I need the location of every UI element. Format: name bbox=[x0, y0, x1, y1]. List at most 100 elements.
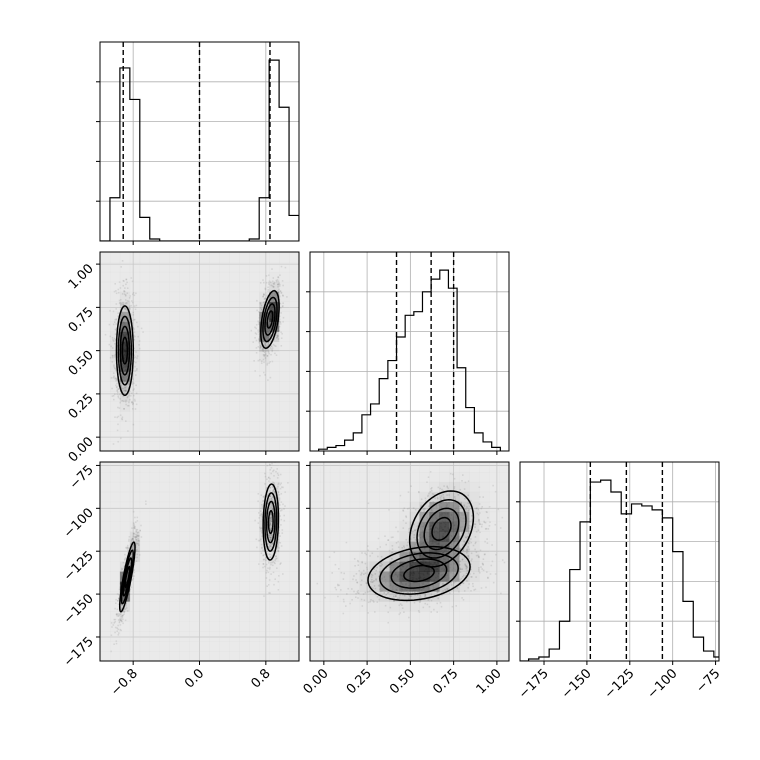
density-block bbox=[229, 471, 240, 483]
density-block bbox=[219, 371, 230, 382]
density-block bbox=[289, 281, 299, 293]
density-block bbox=[149, 601, 160, 612]
density-block bbox=[139, 621, 151, 632]
density-block bbox=[139, 491, 151, 503]
density-block bbox=[149, 431, 160, 442]
density-block bbox=[189, 291, 200, 303]
x-tick-label: −0.8 bbox=[108, 666, 141, 699]
contour-line bbox=[267, 510, 274, 535]
density-block bbox=[100, 321, 111, 332]
density-block bbox=[259, 411, 270, 422]
density-block bbox=[149, 361, 160, 372]
density-block bbox=[139, 311, 151, 322]
density-block bbox=[109, 261, 121, 273]
density-block bbox=[239, 571, 250, 582]
density-block bbox=[219, 521, 230, 532]
density-block bbox=[209, 301, 220, 312]
density-block bbox=[209, 541, 220, 552]
density-block bbox=[139, 341, 151, 352]
density-block bbox=[199, 651, 210, 661]
density-block bbox=[179, 601, 190, 612]
density-block bbox=[119, 271, 131, 283]
density-block bbox=[139, 261, 151, 273]
density-block bbox=[119, 421, 131, 432]
density-block bbox=[229, 511, 240, 522]
density-block bbox=[159, 261, 170, 273]
density-block bbox=[279, 471, 290, 483]
density-block bbox=[199, 381, 210, 392]
density-block bbox=[159, 331, 170, 342]
density-block bbox=[249, 511, 260, 522]
density-block bbox=[269, 611, 280, 622]
density-block bbox=[219, 571, 230, 582]
density-block bbox=[289, 561, 299, 572]
density-block bbox=[289, 351, 299, 362]
density-block bbox=[269, 411, 280, 422]
density-block bbox=[289, 462, 299, 473]
y-tick-label: −150 bbox=[61, 591, 97, 627]
density-block bbox=[100, 651, 111, 661]
density-block bbox=[189, 361, 200, 372]
density-block bbox=[269, 581, 280, 592]
density-block bbox=[269, 651, 280, 661]
density-blocks bbox=[100, 462, 299, 661]
density-block bbox=[209, 411, 220, 422]
density-block bbox=[119, 462, 131, 473]
density-block bbox=[149, 591, 160, 602]
density-block bbox=[259, 571, 270, 582]
density-block bbox=[199, 571, 210, 582]
density-block bbox=[289, 641, 299, 652]
x-tick-label: −125 bbox=[602, 666, 638, 702]
density-block bbox=[289, 551, 299, 562]
density-block bbox=[249, 391, 260, 402]
density-block bbox=[279, 321, 290, 332]
density-block bbox=[159, 471, 170, 483]
density-block bbox=[179, 421, 190, 432]
density-block bbox=[159, 421, 170, 432]
density-block bbox=[289, 252, 299, 263]
density-block bbox=[289, 591, 299, 602]
density-block bbox=[100, 601, 111, 612]
density-block bbox=[109, 401, 121, 412]
density-block bbox=[179, 301, 190, 312]
density-block bbox=[239, 441, 250, 451]
density-block bbox=[179, 371, 190, 382]
density-block bbox=[169, 462, 180, 473]
density-block bbox=[169, 401, 180, 412]
density-block bbox=[229, 601, 240, 612]
density-block bbox=[129, 481, 141, 493]
density-block bbox=[179, 501, 190, 513]
density-block bbox=[209, 351, 220, 362]
density-block bbox=[109, 621, 121, 632]
density-block bbox=[189, 371, 200, 382]
density-block bbox=[169, 511, 180, 522]
density-block bbox=[209, 291, 220, 303]
density-block bbox=[209, 441, 220, 451]
density-block bbox=[209, 381, 220, 392]
contour-lines bbox=[118, 483, 280, 613]
density-block bbox=[169, 521, 180, 532]
density-block bbox=[179, 341, 190, 352]
y-tick-label: −75 bbox=[67, 463, 97, 493]
density-block bbox=[179, 621, 190, 632]
density-block bbox=[100, 571, 111, 582]
density-block bbox=[229, 311, 240, 322]
density-block bbox=[229, 321, 240, 332]
density-block bbox=[100, 441, 111, 451]
density-block bbox=[239, 321, 250, 332]
density-block bbox=[149, 611, 160, 622]
density-block bbox=[279, 311, 290, 322]
density-block bbox=[239, 391, 250, 402]
density-block bbox=[179, 411, 190, 422]
contour-line bbox=[119, 325, 131, 376]
density-block bbox=[249, 411, 260, 422]
density-block bbox=[289, 521, 299, 532]
density-block bbox=[119, 291, 131, 303]
density-block bbox=[179, 471, 190, 483]
density-block bbox=[129, 351, 141, 362]
density-block bbox=[279, 611, 290, 622]
contour-line bbox=[262, 483, 280, 561]
density-block bbox=[100, 391, 111, 402]
density-block bbox=[259, 431, 270, 442]
density-block bbox=[219, 501, 230, 513]
